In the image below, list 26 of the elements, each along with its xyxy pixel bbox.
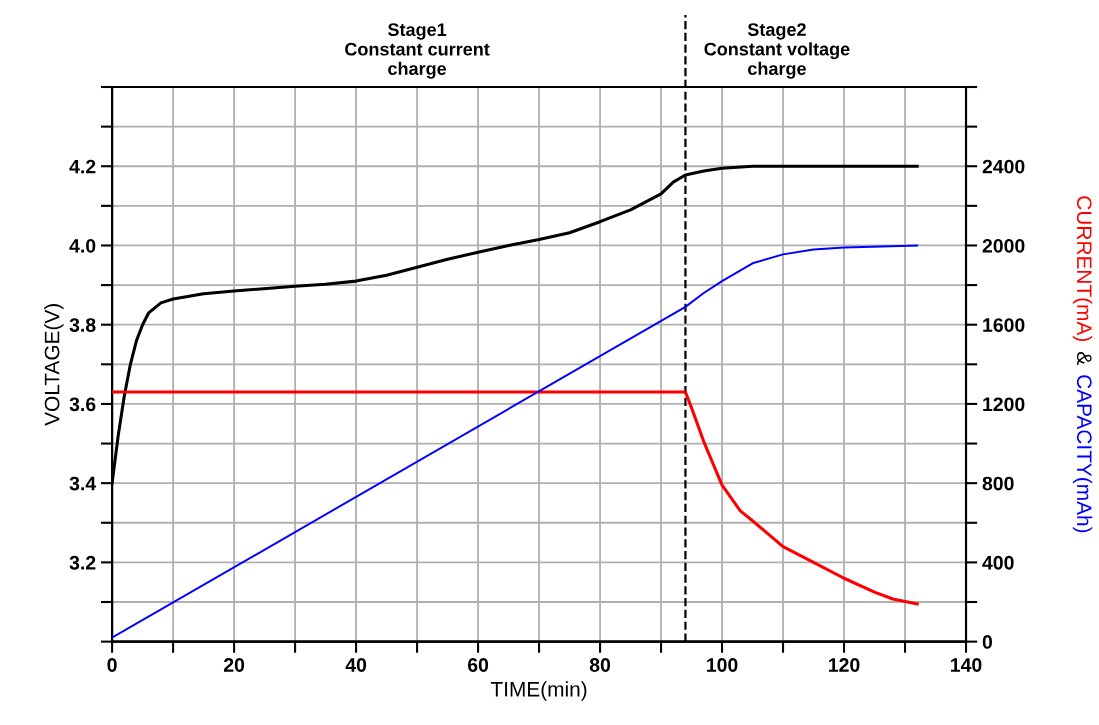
x-tick-label: 100 xyxy=(707,658,738,672)
x-tick-label: 60 xyxy=(467,658,489,672)
y2-tick-label: 400 xyxy=(982,555,1014,570)
y2-tick-label: 1600 xyxy=(983,318,1025,332)
y2-axis-title: CURRENT(mA) & CAPACITY(mAh) xyxy=(1072,196,1093,533)
y-tick-label: 4.0 xyxy=(69,238,96,253)
text: Stage1 Constant current charge xyxy=(345,23,490,79)
text: Stage2 Constant voltage charge xyxy=(704,23,850,79)
y-tick-label: 3.2 xyxy=(69,555,96,570)
x-tick-label: 20 xyxy=(223,658,245,672)
y-tick-label: 3.4 xyxy=(69,476,97,491)
x-tick-label: 80 xyxy=(589,658,611,672)
y-axis-title: VOLTAGE(V) xyxy=(44,304,64,426)
y-tick-label: 3.6 xyxy=(69,397,96,412)
x-tick-label: 0 xyxy=(107,658,117,672)
x-axis-title: TIME(min) xyxy=(490,681,587,701)
x-tick-label: 140 xyxy=(951,658,982,672)
y2-tick-label: 2000 xyxy=(982,238,1025,253)
y2-tick-label: 1200 xyxy=(983,397,1025,412)
y-tick-label: 4.2 xyxy=(69,159,96,174)
x-tick-label: 40 xyxy=(345,658,367,672)
x-tick-label: 120 xyxy=(829,658,860,672)
y2-tick-label: 2400 xyxy=(982,159,1025,174)
y-tick-label: 3.8 xyxy=(69,318,96,332)
y2-tick-label: 0 xyxy=(982,635,993,649)
y2-tick-label: 800 xyxy=(982,476,1014,491)
